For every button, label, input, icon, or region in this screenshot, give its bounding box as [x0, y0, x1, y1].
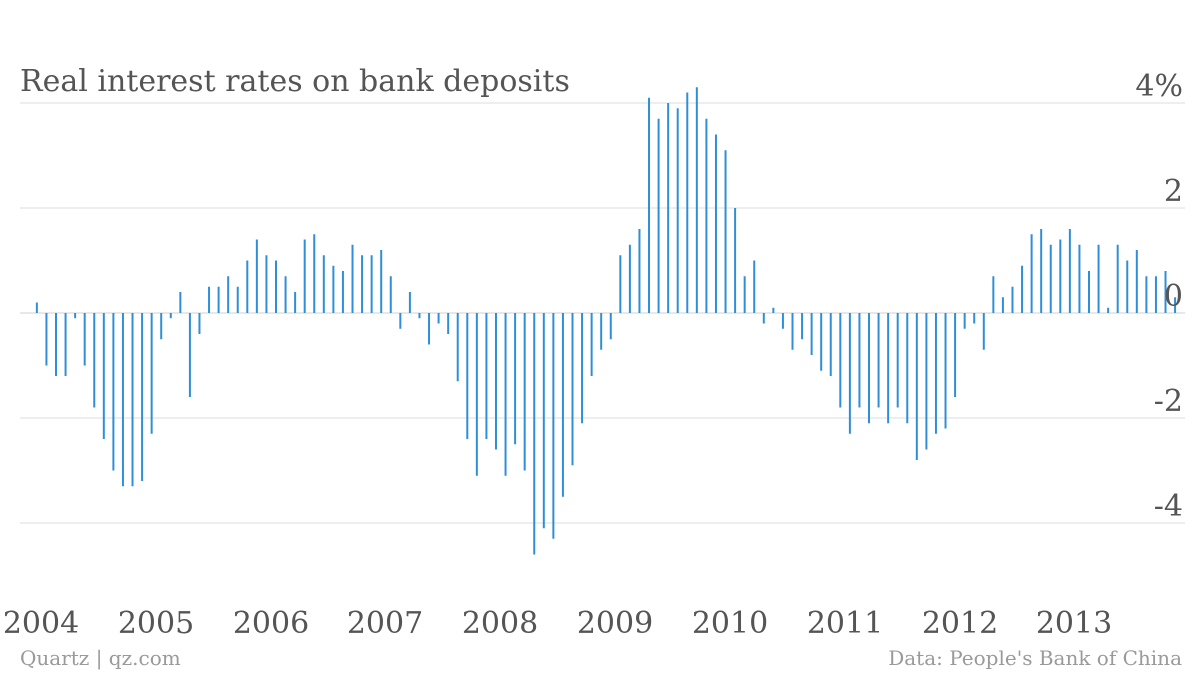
- y-tick-label-3: -2: [1154, 384, 1183, 419]
- x-tick-label-2006: 2006: [233, 606, 309, 641]
- y-axis-labels: 4% 2 0 -2 -4: [1135, 69, 1183, 524]
- y-tick-label-1: 2: [1164, 174, 1183, 209]
- x-tick-label-2007: 2007: [347, 606, 423, 641]
- x-tick-label-2013: 2013: [1036, 606, 1112, 641]
- x-tick-label-2012: 2012: [922, 606, 998, 641]
- y-tick-label-0: 4%: [1135, 69, 1183, 104]
- gridlines: [20, 102, 1185, 524]
- x-tick-label-2010: 2010: [692, 606, 768, 641]
- y-tick-label-4: -4: [1154, 489, 1183, 524]
- x-tick-label-2011: 2011: [807, 606, 883, 641]
- x-tick-label-2008: 2008: [462, 606, 538, 641]
- data-source: Data: People's Bank of China: [888, 646, 1182, 670]
- source-credit: Quartz | qz.com: [20, 646, 181, 670]
- x-axis-labels: 2004 2005 2006 2007 2008 2009 2010 2011 2012 2013: [3, 606, 1112, 641]
- x-tick-label-2009: 2009: [577, 606, 653, 641]
- y-tick-label-2: 0: [1164, 279, 1183, 314]
- chart-title: Real interest rates on bank deposits: [20, 64, 570, 99]
- x-tick-label-2005: 2005: [118, 606, 194, 641]
- bars: [35, 87, 1177, 555]
- x-tick-label-2004: 2004: [3, 606, 79, 641]
